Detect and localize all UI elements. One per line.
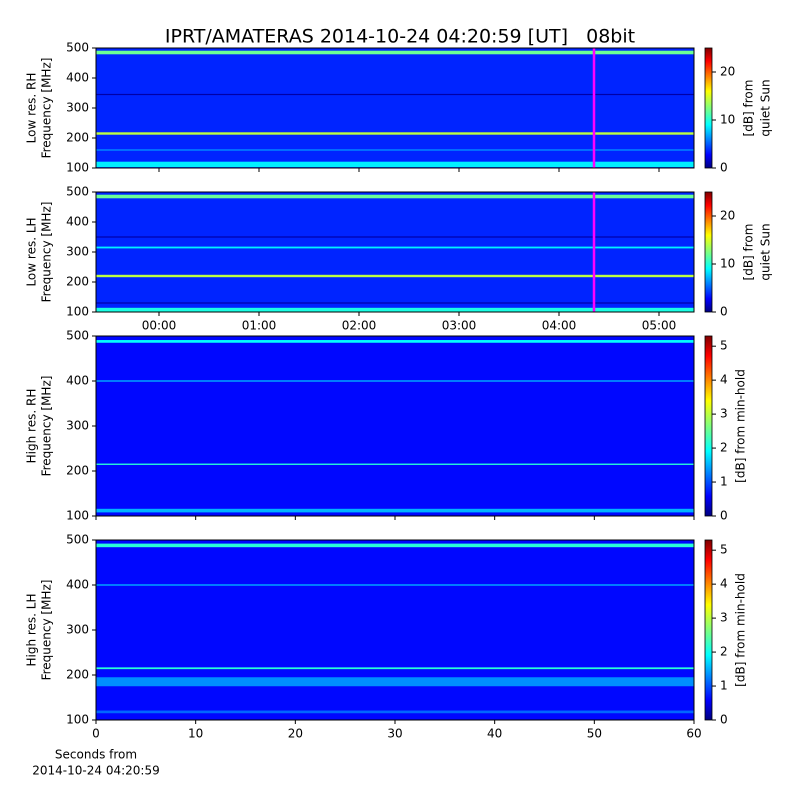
spectral-band [96,677,694,687]
y-tick-label: 100 [66,161,89,175]
colorbar-tick-label: 1 [720,679,728,693]
spectral-band [96,543,694,548]
spectral-band [96,274,694,278]
spectral-band [96,463,694,465]
x-tick-label: 02:00 [342,319,377,333]
spectral-band [96,149,694,151]
colorbar-tick-label: 3 [720,611,728,625]
spectral-band [96,246,694,249]
y-tick-label: 400 [66,374,89,388]
colorbar-tick-label: 1 [720,475,728,489]
chart-title: IPRT/AMATERAS 2014-10-24 04:20:59 [UT] 0… [165,26,635,48]
x-tick-label: 03:00 [442,319,477,333]
x-axis-label: Seconds from [55,748,137,762]
colorbar-tick-label: 0 [720,161,728,175]
colorbar-tick-label: 0 [720,509,728,523]
y-axis-label: Low res. RH [25,73,39,144]
y-tick-label: 200 [66,275,89,289]
y-axis-label: Low res. LH [25,217,39,286]
spectral-band [96,50,694,55]
y-axis-label: High res. LH [25,593,39,666]
y-axis-label: Frequency [MHz] [40,202,54,303]
x-tick-label: 0 [92,727,100,741]
y-tick-label: 100 [66,713,89,727]
y-tick-label: 300 [66,419,89,433]
y-tick-label: 500 [66,329,89,343]
x-tick-label: 30 [387,727,402,741]
colorbar-tick-label: 10 [720,113,735,127]
y-tick-label: 100 [66,509,89,523]
colorbar-label: [dB] from [742,224,756,281]
spectral-band [96,667,694,670]
y-tick-label: 400 [66,578,89,592]
x-tick-label: 04:00 [542,319,577,333]
spectral-band [96,194,694,199]
y-axis-label: High res. RH [25,389,39,464]
colorbar-tick-label: 0 [720,713,728,727]
x-tick-label: 50 [587,727,602,741]
x-tick-label: 01:00 [242,319,277,333]
colorbar-tick-label: 4 [720,577,728,591]
heatmap-background [96,336,694,516]
heatmap-background [96,192,694,312]
colorbar-tick-label: 10 [720,257,735,271]
heatmap-background [96,540,694,720]
y-axis-label: Frequency [MHz] [40,58,54,159]
spectral-band [96,307,694,312]
x-axis-label: 2014-10-24 04:20:59 [32,764,159,778]
x-tick-label: 00:00 [142,319,177,333]
colorbar-tick-label: 5 [720,543,728,557]
spectral-band [96,161,694,168]
spectral-band [96,380,694,382]
spectral-band [96,584,694,586]
spectral-band [96,710,694,714]
y-tick-label: 300 [66,623,89,637]
y-axis-label: Frequency [MHz] [40,580,54,681]
colorbar-label: quiet Sun [759,223,773,280]
x-tick-label: 10 [188,727,203,741]
y-tick-label: 500 [66,533,89,547]
spectral-band [96,236,694,238]
colorbar [704,47,713,169]
y-tick-label: 200 [66,131,89,145]
y-tick-label: 300 [66,101,89,115]
x-tick-label: 40 [487,727,502,741]
colorbar-tick-label: 2 [720,645,728,659]
x-tick-label: 05:00 [642,319,677,333]
y-tick-label: 300 [66,245,89,259]
y-tick-label: 200 [66,668,89,682]
spectral-band [96,132,694,135]
x-tick-label: 20 [288,727,303,741]
y-tick-label: 500 [66,41,89,55]
colorbar-tick-label: 0 [720,305,728,319]
y-tick-label: 400 [66,215,89,229]
colorbar [704,335,713,517]
y-tick-label: 400 [66,71,89,85]
spectral-band [96,302,694,304]
colorbar-label: [dB] from min-hold [734,369,748,483]
spectral-band [96,340,694,343]
colorbar-tick-label: 4 [720,373,728,387]
y-tick-label: 200 [66,464,89,478]
colorbar [704,539,713,721]
spectral-band [96,93,694,96]
colorbar [704,191,713,313]
colorbar-label: [dB] from min-hold [734,573,748,687]
y-tick-label: 100 [66,305,89,319]
spectral-band [96,508,694,513]
x-tick-label: 60 [686,727,701,741]
colorbar-tick-label: 5 [720,339,728,353]
y-axis-label: Frequency [MHz] [40,376,54,477]
colorbar-label: [dB] from [742,80,756,137]
colorbar-tick-label: 3 [720,407,728,421]
y-tick-label: 500 [66,185,89,199]
colorbar-tick-label: 2 [720,441,728,455]
colorbar-label: quiet Sun [759,79,773,136]
colorbar-tick-label: 20 [720,209,735,223]
colorbar-tick-label: 20 [720,65,735,79]
